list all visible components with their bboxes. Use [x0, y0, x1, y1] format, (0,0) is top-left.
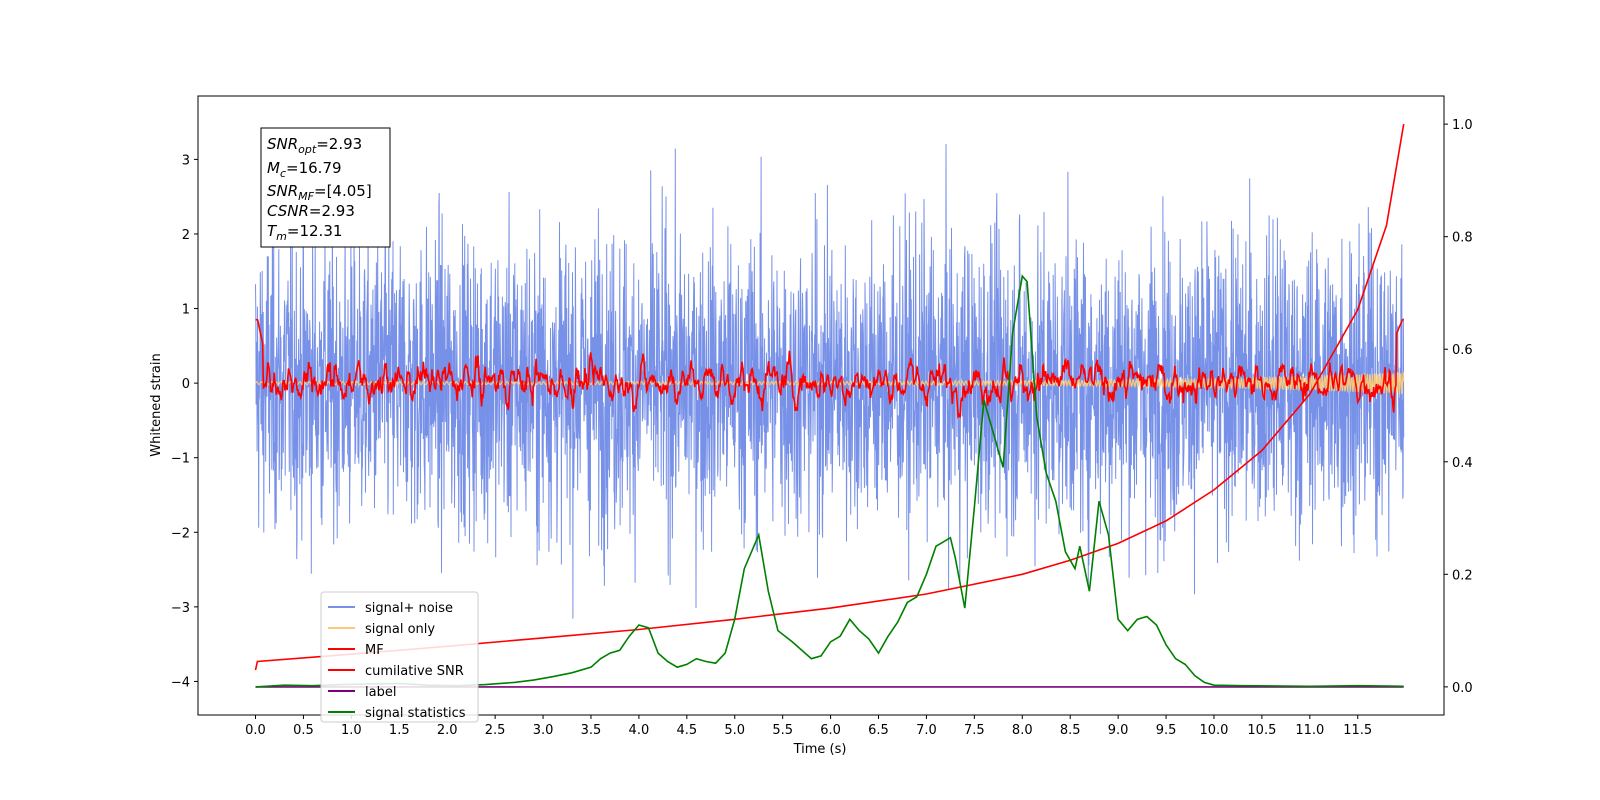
x-tick-label: 8.5 [1060, 723, 1081, 738]
legend: signal+ noise signal only MF cumilative SNR… [320, 591, 479, 723]
legend-label: signal only [365, 622, 435, 637]
y-axis-label: Whitened strain [149, 353, 164, 456]
x-tick-label: 8.0 [1012, 723, 1033, 738]
stat-csnr: CSNR=2.93 [267, 202, 355, 220]
x-tick-label: 10.0 [1199, 723, 1228, 738]
x-tick-label: 7.5 [964, 723, 985, 738]
y2-tick-label: 0.8 [1452, 231, 1473, 246]
x-tick-label: 2.5 [485, 723, 506, 738]
legend-label: signal statistics [365, 706, 466, 721]
x-tick-label: 3.5 [581, 723, 602, 738]
x-tick-label: 11.0 [1295, 723, 1324, 738]
x-tick-label: 4.0 [629, 723, 650, 738]
stat-mc: Mc=16.79 [267, 159, 342, 180]
x-tick-label: 2.0 [437, 723, 458, 738]
x-tick-label: 1.0 [341, 723, 362, 738]
legend-label: cumilative SNR [365, 664, 464, 679]
y-tick-label: 2 [182, 228, 190, 243]
x-tick-label: 7.0 [916, 723, 937, 738]
x-tick-label: 0.0 [245, 723, 266, 738]
legend-label: MF [365, 643, 384, 658]
legend-label: signal+ noise [365, 601, 453, 616]
x-tick-label: 6.5 [868, 723, 889, 738]
x-tick-label: 6.0 [820, 723, 841, 738]
x-tick-label: 9.5 [1156, 723, 1177, 738]
x-tick-label: 1.5 [389, 723, 410, 738]
x-tick-label: 11.5 [1343, 723, 1372, 738]
y-tick-label: −2 [171, 526, 190, 541]
series-mf [255, 318, 1404, 419]
x-axis: 0.0 0.5 1.0 1.5 2.0 2.5 3.0 3.5 4.0 4.5 5.0 5.5 6.0 6… [245, 715, 1372, 738]
x-tick-label: 0.5 [293, 723, 314, 738]
y-tick-label: 0 [182, 377, 190, 392]
y-axis: 3 2 1 0 −1 −2 −3 −4 [171, 153, 198, 690]
y2-tick-label: 0.6 [1452, 343, 1473, 358]
y2-tick-label: 0.0 [1452, 681, 1473, 696]
x-tick-label: 5.0 [724, 723, 745, 738]
series-signal-noise [255, 143, 1405, 619]
y-tick-label: −3 [171, 601, 190, 616]
y-tick-label: 3 [182, 153, 190, 168]
x-tick-label: 5.5 [772, 723, 793, 738]
axes-frame [197, 95, 1445, 716]
y2-tick-label: 0.4 [1452, 456, 1473, 471]
y2-tick-label: 1.0 [1452, 118, 1473, 133]
x-tick-label: 3.0 [533, 723, 554, 738]
y2-axis: 1.0 0.8 0.6 0.4 0.2 0.0 [1444, 118, 1473, 696]
y-tick-label: −4 [171, 675, 190, 690]
stat-tm: Tm=12.31 [267, 222, 342, 243]
y2-tick-label: 0.2 [1452, 568, 1473, 583]
x-tick-label: 10.5 [1247, 723, 1276, 738]
x-axis-label: Time (s) [793, 742, 847, 757]
legend-label: label [365, 685, 396, 700]
x-tick-label: 9.0 [1108, 723, 1129, 738]
stats-box: SNRopt=2.93 Mc=16.79 SNRMF=[4.05] CSNR=2… [260, 127, 391, 248]
stat-snr-mf: SNRMF=[4.05] [267, 182, 372, 203]
x-tick-label: 4.5 [676, 723, 697, 738]
series-signal-statistics [255, 274, 1404, 688]
stat-snr-opt: SNRopt=2.93 [267, 135, 362, 156]
y-tick-label: −1 [171, 452, 190, 467]
y-tick-label: 1 [182, 303, 190, 318]
